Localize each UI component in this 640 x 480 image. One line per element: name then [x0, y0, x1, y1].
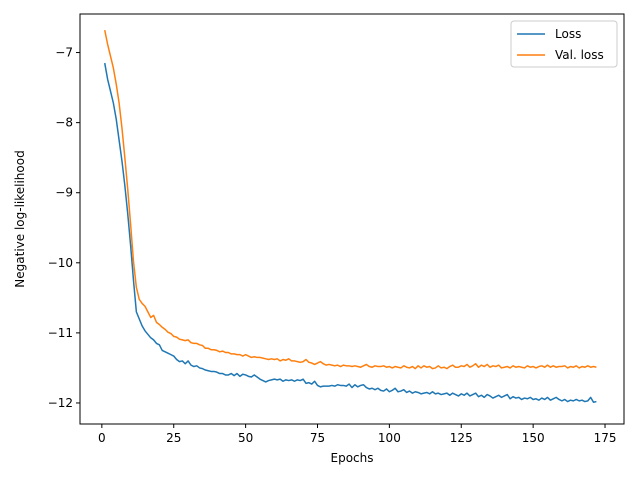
x-tick-label: 0	[98, 431, 106, 445]
y-tick-label: −7	[55, 46, 73, 60]
y-tick-label: −8	[55, 116, 73, 130]
y-axis-ticks: −12 −11 −10 −9 −8 −7	[48, 46, 80, 410]
y-tick-label: −11	[48, 326, 73, 340]
x-tick-label: 75	[310, 431, 325, 445]
series-lines	[103, 29, 597, 404]
y-tick-label: −9	[55, 186, 73, 200]
x-axis-label: Epochs	[331, 451, 374, 465]
x-tick-label: 150	[522, 431, 545, 445]
axes-frame	[79, 13, 625, 425]
x-tick-label: 125	[450, 431, 473, 445]
series-line-val-loss	[103, 29, 597, 370]
legend-label-loss: Loss	[555, 27, 581, 41]
x-tick-label: 25	[166, 431, 181, 445]
x-tick-label: 50	[238, 431, 253, 445]
legend-label-val-loss: Val. loss	[555, 48, 604, 62]
legend: Loss Val. loss	[510, 20, 618, 68]
y-axis-label: Negative log-likelihood	[13, 150, 27, 287]
y-tick-label: −12	[48, 396, 73, 410]
x-axis-ticks: 0 25 50 75 100 125 150 175	[98, 424, 616, 445]
series-line-loss	[103, 62, 597, 404]
x-tick-label: 175	[594, 431, 617, 445]
y-tick-label: −10	[48, 256, 73, 270]
x-tick-label: 100	[378, 431, 401, 445]
